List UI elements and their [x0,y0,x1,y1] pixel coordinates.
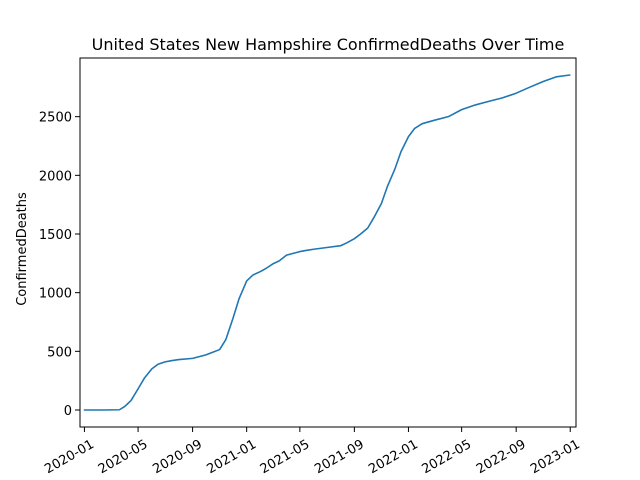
chart-title: United States New Hampshire ConfirmedDea… [92,35,565,54]
plot-frame [79,57,577,428]
y-tick-label: 0 [64,404,72,419]
y-tick-label: 2000 [39,169,72,184]
plot-area [83,74,571,411]
y-tick-label: 1000 [39,287,72,302]
series-line [83,74,571,411]
y-tick-label: 2500 [39,111,72,126]
y-axis-label: ConfirmedDeaths [15,192,30,306]
y-tick-label: 500 [47,345,72,360]
y-axis: 0 500 1000 1500 2000 2500 [39,111,80,419]
y-tick-label: 1500 [39,228,72,243]
